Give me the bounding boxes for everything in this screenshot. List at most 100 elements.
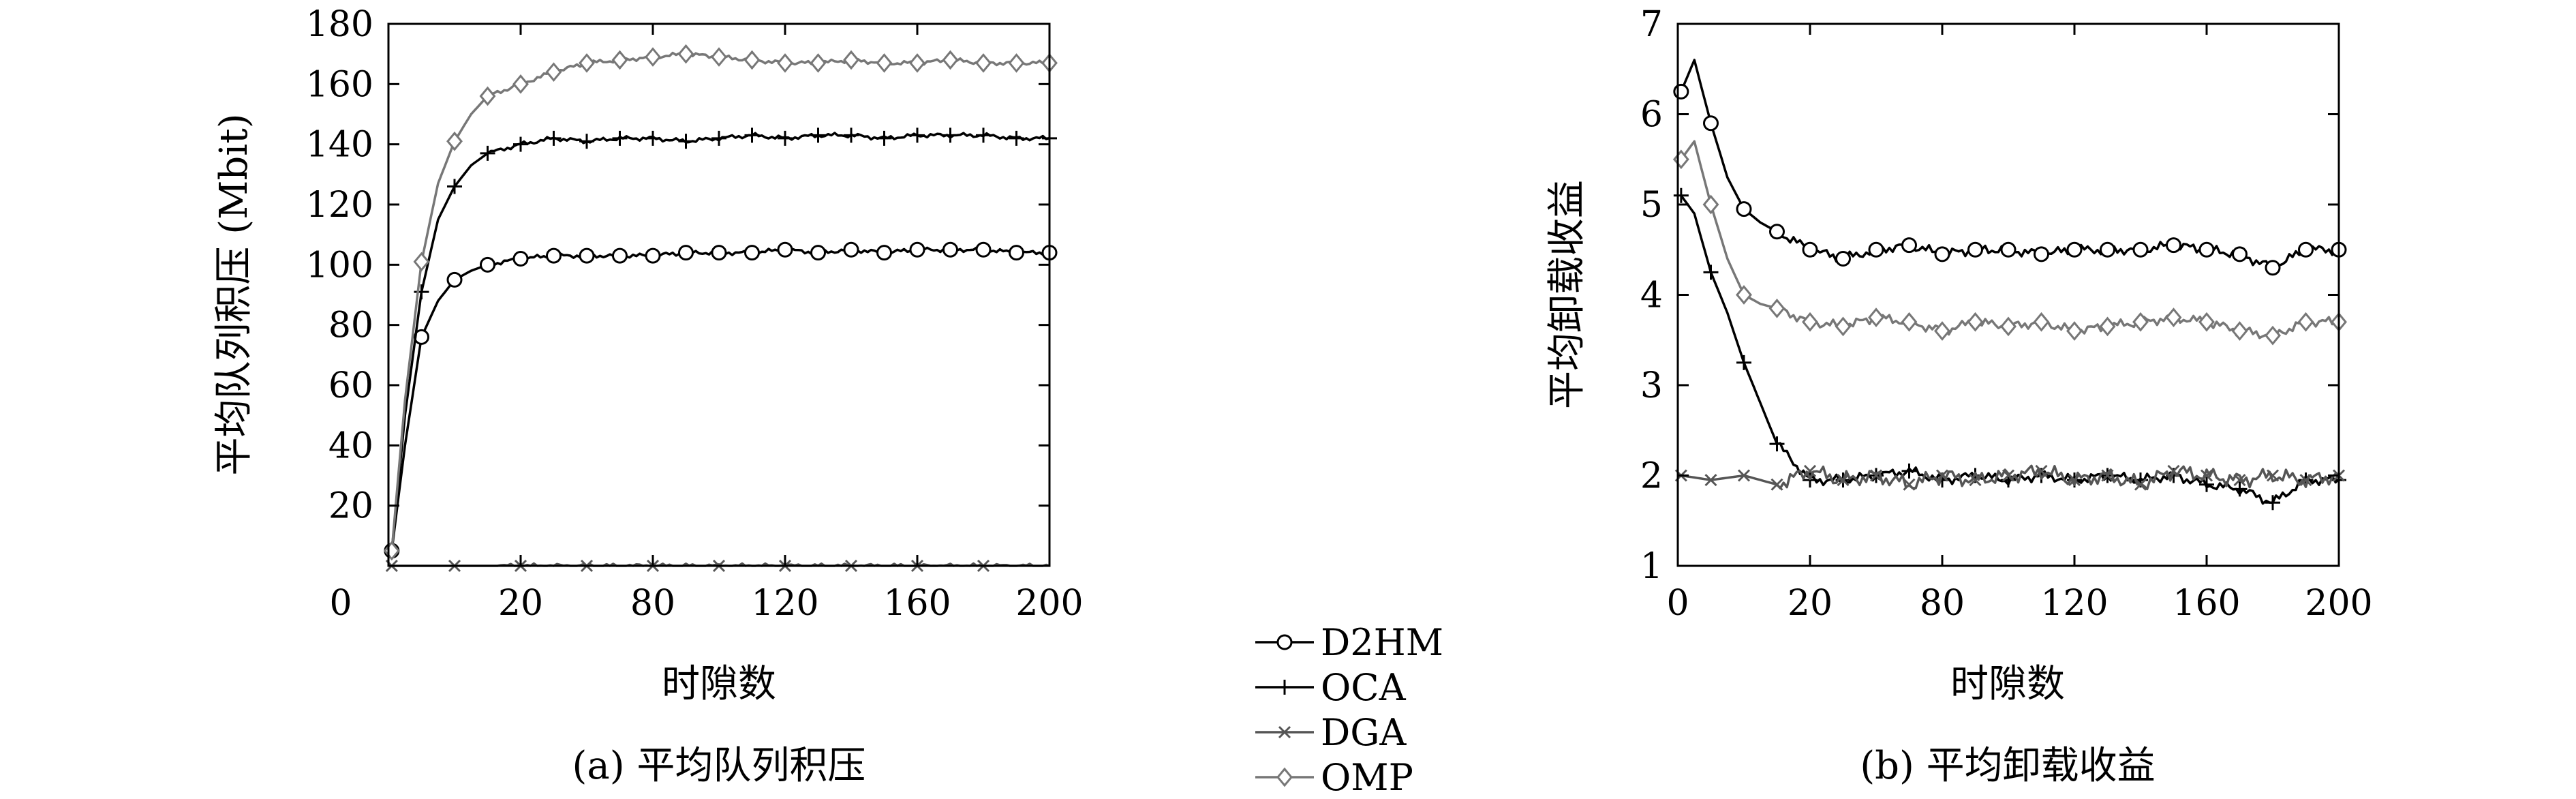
panel-b-caption: (b) 平均卸载收益 <box>1860 744 2155 788</box>
panel-a-series-d2hm-point <box>579 247 595 264</box>
panel-a-xtick-label: 20 <box>498 583 543 624</box>
panel-b-xtick-label: 200 <box>2305 583 2372 624</box>
panel-b-xtick-label: 160 <box>2173 583 2240 624</box>
panel-b-series-oca-point <box>2265 495 2280 511</box>
panel-b-series-oca-point <box>2199 477 2214 492</box>
panel-a-series-d2hm-point <box>678 245 694 261</box>
panel-a-series-d2hm-point <box>909 241 925 258</box>
panel-a-series-omp-point <box>645 47 661 67</box>
panel-a-series-d2hm-point <box>810 245 826 261</box>
panel-b-series-omp-point <box>2265 325 2281 346</box>
panel-b-xlabel: 时隙数 <box>1950 662 2065 706</box>
panel-a-series-oca-point <box>844 127 859 143</box>
panel-b-series-dga-point <box>1935 469 1949 482</box>
panel-b-series-dga-point <box>1704 474 1717 487</box>
panel-b-series-d2hm-point <box>1769 224 1785 240</box>
panel-b-series-omp-point <box>1967 312 1984 332</box>
panel-a-ytick-label: 120 <box>306 185 373 226</box>
panel-b-ytick-label: 1 <box>1640 546 1663 587</box>
panel-b-series-dga-point <box>1770 478 1783 491</box>
panel-b-series-d2hm-point <box>1934 246 1950 262</box>
legend-marker-dga <box>1278 725 1291 739</box>
panel-b: 1 2 3 4 5 6 7 0 20 80 120 160 200 平均卸载收益 时隙数 (b) 平均卸… <box>1545 4 2373 788</box>
panel-a-series-d2hm-point <box>480 256 495 273</box>
panel-b-xtick-label: 80 <box>1920 583 1965 624</box>
panel-b-series-dga-point <box>2035 464 2048 477</box>
panel-b-series-dga-point <box>2299 474 2312 487</box>
panel-a-ytick-label: 180 <box>306 4 373 45</box>
panel-b-series-omp-point <box>2066 321 2083 341</box>
panel-a-series-oca-point <box>447 179 462 194</box>
panel-a-series-omp-point <box>413 252 430 272</box>
panel-a-series-oca-point <box>579 134 594 149</box>
panel-a-ytick-label: 100 <box>306 245 373 286</box>
panel-a-series-omp-point <box>446 131 463 151</box>
panel-b-series-oca-point <box>2232 481 2248 497</box>
panel-b-series-omp-point <box>2132 312 2149 332</box>
panel-b-series-oca-point <box>1736 355 1751 370</box>
panel-b-ytick-label: 7 <box>1640 4 1663 45</box>
panel-a: 20 40 60 80 100 120 140 160 180 0 20 80 120 160 200 平均… <box>212 4 1084 788</box>
panel-b-series-d2hm-point <box>2000 241 2017 258</box>
panel-a-series-oca-point <box>910 127 925 143</box>
panel-a-xtick-label: 120 <box>751 583 818 624</box>
panel-a-series-d2hm-point <box>512 251 529 267</box>
panel-a-series-d2hm-point <box>645 247 661 264</box>
panel-a-series-oca-point <box>645 130 660 146</box>
panel-a-ytick-label: 60 <box>328 365 373 406</box>
panel-b-series-dga-point <box>1837 474 1850 487</box>
panel-b-series-d2hm-point <box>1736 201 1752 217</box>
panel-a-frame <box>387 22 1051 567</box>
panel-b-series-d2hm-point <box>2100 241 2115 258</box>
panel-b-series-d2hm-point <box>2232 246 2248 262</box>
panel-b-series-d2hm-point <box>1802 241 1818 258</box>
panel-a-series-d2hm-point <box>942 241 958 258</box>
panel-b-series-d2hm-point <box>1901 237 1917 254</box>
panel-a-series-oca-point <box>744 127 760 143</box>
panel-a-ticks: 20 40 60 80 100 120 140 160 180 0 20 80 120 160 200 <box>306 4 1084 624</box>
legend-label-d2hm: D2HM <box>1321 621 1443 664</box>
panel-a-series-oca-point <box>678 134 694 149</box>
panel-b-series <box>1672 59 2347 511</box>
panel-b-series-d2hm-point <box>2298 241 2314 258</box>
panel-b-ytick-label: 2 <box>1640 456 1663 497</box>
panel-b-series-omp-point <box>1702 194 1719 215</box>
panel-a-series-d2hm-point <box>744 245 760 261</box>
panel-a-ylabel: 平均队列积压 (Mbit) <box>212 113 256 475</box>
panel-a-series-omp-point <box>876 53 893 73</box>
panel-a-xlabel: 时隙数 <box>662 662 776 706</box>
panel-a-series-oca-point <box>876 130 892 146</box>
panel-b-ytick-label: 3 <box>1640 365 1663 406</box>
panel-b-ylabel: 平均卸载收益 <box>1545 180 1589 409</box>
panel-b-series-omp-point <box>2099 316 2116 337</box>
panel-a-series-d2hm-point <box>1009 245 1024 261</box>
panel-b-series-oca-point <box>1673 187 1689 203</box>
panel-b-series-d2hm-point <box>1967 241 1983 258</box>
panel-b-series-omp-point <box>1868 307 1884 327</box>
panel-b-series-omp-point <box>1736 285 1752 305</box>
panel-b-series-oca-point <box>1901 463 1917 479</box>
panel-a-series-oca-point <box>976 127 991 143</box>
panel-b-series-omp-point <box>1901 312 1918 332</box>
panel-a-xtick-label: 0 <box>329 583 352 624</box>
panel-a-series-d2hm-point <box>975 241 992 258</box>
panel-b-series-omp-point <box>2231 321 2248 341</box>
panel-b-series-dga-point <box>2002 469 2015 482</box>
panel-a-series-omp-point <box>512 74 529 94</box>
panel-b-series-dga-point <box>2266 469 2280 482</box>
panel-a-series-oca-point <box>513 136 528 152</box>
panel-b-series-omp-point <box>2198 312 2215 332</box>
panel-a-series-omp-point <box>479 86 496 106</box>
panel-b-series-dga-point <box>1803 464 1817 477</box>
panel-a-series-omp-point <box>611 50 628 70</box>
panel-a-series-omp-point <box>810 53 827 73</box>
panel-b-series-dga-point <box>2167 464 2180 477</box>
panel-b-xtick-label: 20 <box>1788 583 1833 624</box>
panel-a-xtick-label: 160 <box>883 583 951 624</box>
panel-b-series-omp-point <box>1934 321 1950 341</box>
legend-label-oca: OCA <box>1321 666 1407 709</box>
panel-b-series-d2hm-point <box>1703 115 1719 132</box>
panel-b-series-d2hm-point <box>2066 241 2083 258</box>
